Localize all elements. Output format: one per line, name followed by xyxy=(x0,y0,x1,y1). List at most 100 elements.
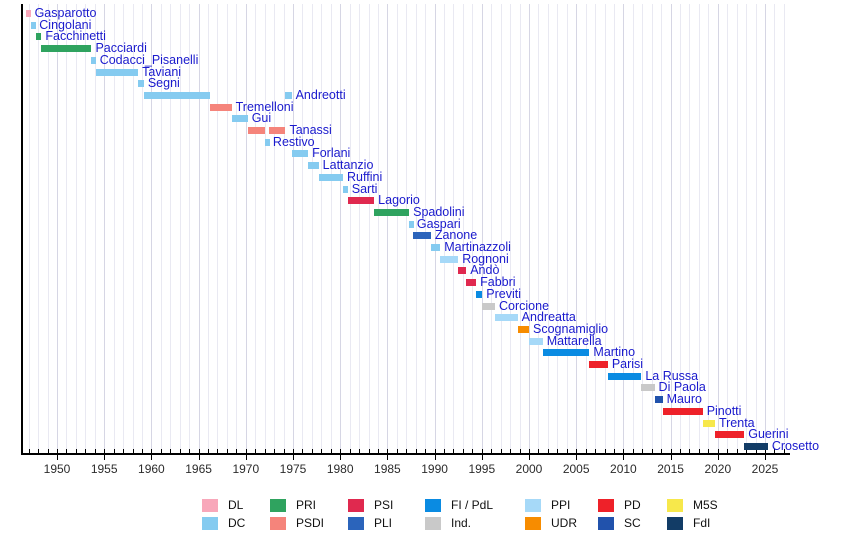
minister-label[interactable]: Gui xyxy=(251,111,272,126)
x-axis-minor-tick xyxy=(141,449,143,453)
gridline xyxy=(500,4,502,453)
timeline-bar xyxy=(374,208,410,216)
x-axis-major-tick xyxy=(387,455,389,460)
timeline-bar xyxy=(744,442,768,450)
minister-label[interactable]: Gaspari xyxy=(416,216,461,231)
minister-label[interactable]: Guerini xyxy=(748,427,789,442)
x-axis-major-tick xyxy=(717,455,719,460)
gridline xyxy=(151,4,153,453)
minister-label[interactable]: Codacci_Pisanelli xyxy=(99,52,199,67)
x-axis-minor-tick xyxy=(689,449,691,453)
gridline xyxy=(651,4,653,453)
legend-swatch-fi-pdl xyxy=(425,499,441,512)
gridline xyxy=(547,4,549,453)
legend-swatch-dl xyxy=(202,499,218,512)
x-axis-minor-tick xyxy=(727,449,729,453)
x-axis-minor-tick xyxy=(236,449,238,453)
minister-label[interactable]: Previti xyxy=(486,286,521,301)
minister-label[interactable]: Corcione xyxy=(499,298,550,313)
gridline xyxy=(245,4,247,453)
gridline xyxy=(330,4,332,453)
minister-label[interactable]: Andreatta xyxy=(521,310,576,325)
legend-party-label: DL xyxy=(228,498,244,512)
x-axis-major-tick xyxy=(670,455,672,460)
x-axis-minor-tick xyxy=(47,449,49,453)
x-axis-minor-tick xyxy=(680,449,682,453)
x-axis-minor-tick xyxy=(302,449,304,453)
x-axis-minor-tick xyxy=(255,449,257,453)
timeline-bar xyxy=(654,396,663,404)
x-axis-minor-tick xyxy=(708,449,710,453)
gridline xyxy=(595,4,597,453)
timeline-bar xyxy=(264,138,270,146)
legend-swatch-sc xyxy=(598,517,614,530)
minister-label[interactable]: Zanone xyxy=(434,228,478,243)
x-axis-tick-label: 1955 xyxy=(90,462,118,476)
minister-label[interactable]: Martino xyxy=(593,345,636,360)
x-axis-minor-tick xyxy=(75,449,77,453)
gridline xyxy=(236,4,238,453)
x-axis-minor-tick xyxy=(113,449,115,453)
x-axis-minor-tick xyxy=(491,449,493,453)
x-axis-major-tick xyxy=(481,455,483,460)
minister-label[interactable]: Scognamiglio xyxy=(533,321,609,336)
minister-label[interactable]: Sarti xyxy=(351,181,378,196)
minister-label[interactable]: Pacciardi xyxy=(95,41,147,56)
x-axis-minor-tick xyxy=(311,449,313,453)
minister-label[interactable]: Rognoni xyxy=(462,251,509,266)
minister-label[interactable]: Tremelloni xyxy=(235,99,294,114)
minister-label[interactable]: Fabbri xyxy=(480,275,516,290)
minister-label[interactable]: Di Paola xyxy=(658,380,706,395)
gridline xyxy=(321,4,323,453)
minister-label[interactable]: Restivo xyxy=(272,134,315,149)
minister-label[interactable]: Spadolini xyxy=(413,204,465,219)
x-axis-minor-tick xyxy=(94,449,96,453)
legend-swatch-fdi xyxy=(667,517,683,530)
x-axis-tick-label: 1975 xyxy=(279,462,307,476)
minister-label[interactable]: Crosetto xyxy=(771,438,820,453)
minister-label[interactable]: Andreotti xyxy=(295,87,346,102)
minister-label[interactable]: La Russa xyxy=(645,368,699,383)
gridline xyxy=(727,4,729,453)
gridline xyxy=(198,4,200,453)
gridline xyxy=(453,4,455,453)
x-axis-minor-tick xyxy=(198,449,200,453)
x-axis-minor-tick xyxy=(66,449,68,453)
minister-label[interactable]: Cingolani xyxy=(39,17,92,32)
minister-label[interactable]: Ruffini xyxy=(347,169,383,184)
timeline-bar xyxy=(347,197,375,205)
minister-label[interactable]: Trenta xyxy=(718,415,755,430)
timeline-bar xyxy=(318,173,344,181)
minister-label[interactable]: Martinazzoli xyxy=(444,240,511,254)
minister-label[interactable]: Forlani xyxy=(312,146,351,161)
x-axis-minor-tick xyxy=(529,449,530,453)
minister-label[interactable]: Mauro xyxy=(666,392,702,407)
timeline-bar xyxy=(268,127,286,134)
legend-swatch-dc xyxy=(202,517,218,530)
minister-label[interactable]: Facchinetti xyxy=(45,29,106,44)
x-axis-minor-tick xyxy=(330,449,332,453)
x-axis-minor-tick xyxy=(38,449,40,453)
legend-party-label: PSDI xyxy=(296,516,325,530)
minister-label[interactable]: Lagorio xyxy=(378,193,420,208)
gridline xyxy=(170,4,172,453)
minister-label[interactable]: Tanassi xyxy=(289,123,332,137)
x-axis-minor-tick xyxy=(698,449,700,453)
gridline xyxy=(406,4,408,453)
minister-label[interactable]: Andò xyxy=(470,263,500,278)
minister-label[interactable]: Pinotti xyxy=(706,403,742,418)
minister-label[interactable]: Lattanzio xyxy=(322,158,374,173)
gridline xyxy=(708,4,710,453)
timeline-bar xyxy=(343,185,349,193)
minister-label[interactable]: Segni xyxy=(147,76,180,91)
gridline xyxy=(717,4,719,453)
x-axis-minor-tick xyxy=(481,449,483,453)
minister-label[interactable]: Parisi xyxy=(611,357,644,371)
gridline xyxy=(680,4,682,453)
x-axis-minor-tick xyxy=(396,449,398,453)
gridline xyxy=(189,4,191,453)
minister-label[interactable]: Mattarella xyxy=(546,333,602,348)
minister-label[interactable]: Taviani xyxy=(142,64,182,79)
timeline-bar xyxy=(412,232,431,240)
minister-label[interactable]: Gasparotto xyxy=(34,6,97,20)
